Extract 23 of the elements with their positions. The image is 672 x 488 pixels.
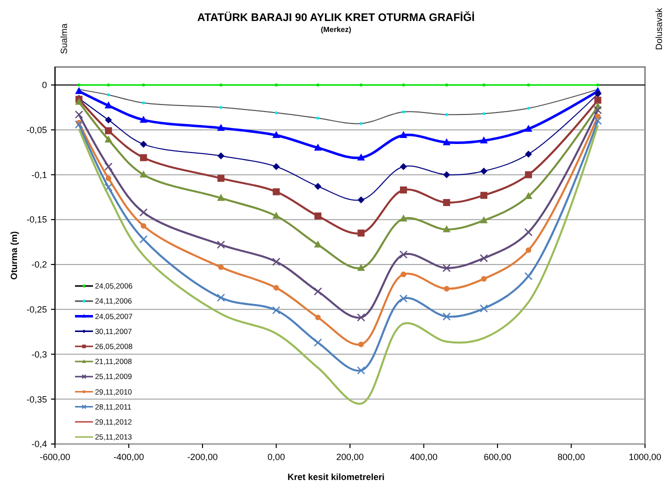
y-tick-label: -0,1	[31, 170, 47, 180]
y-axis-title: Oturma (m)	[9, 231, 19, 280]
text: Dolusavak	[654, 7, 664, 50]
y-tick-label: -0,2	[31, 260, 47, 270]
x-tick-label: 800,00	[557, 452, 586, 462]
x-tick-label: -600,00	[40, 452, 70, 462]
x-tick-label: 0,00	[267, 452, 286, 462]
text: Sualma	[59, 23, 69, 54]
x-tick-label: -400,00	[113, 452, 144, 462]
y-tick-label: -0,15	[26, 214, 47, 225]
x-tick-label: 400,00	[410, 452, 438, 462]
y-tick-label: -0,35	[26, 394, 47, 404]
x-tick-label: 1000,00	[628, 452, 662, 462]
y-tick-label: 0	[42, 80, 47, 90]
y-tick-label: -0,25	[26, 304, 47, 315]
chart-title: ATATÜRK BARAJI 90 AYLIK KRET OTURMA GRAFİĞİ	[197, 11, 475, 24]
x-tick-label: -200,00	[187, 452, 218, 462]
y-tick-label: -0,3	[31, 349, 47, 360]
x-tick-label: 600,00	[484, 452, 512, 462]
x-tick-label: 200,00	[336, 452, 364, 462]
y-tick-label: -0,4	[31, 439, 47, 450]
x-axis-title: Kret kesit kilometreleri	[287, 472, 385, 482]
y-tick-label: -0,05	[26, 124, 47, 135]
